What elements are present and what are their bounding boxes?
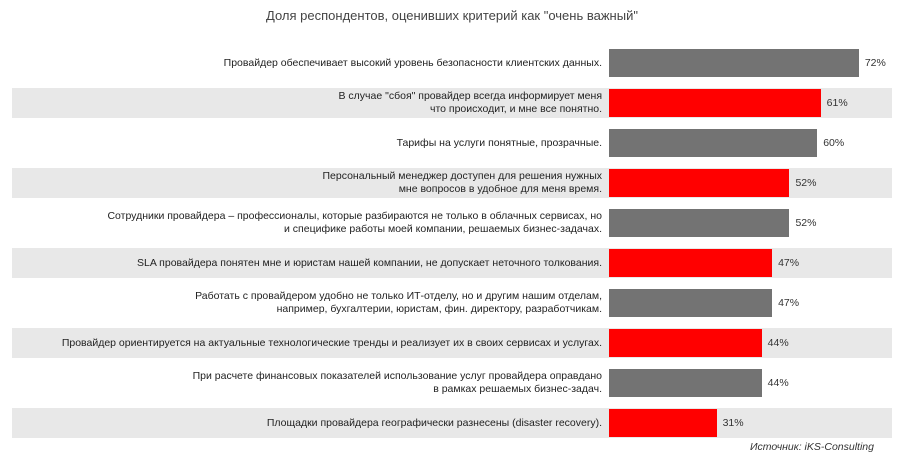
bar-label: Площадки провайдера географически разнес… <box>266 416 602 429</box>
bar <box>609 329 762 357</box>
bar-row: Работать с провайдером удобно не только … <box>12 288 892 318</box>
bar-value-label: 31% <box>722 417 744 429</box>
bar-label: При расчете финансовых показателей испол… <box>192 370 602 395</box>
bar <box>609 249 773 277</box>
bar-row: В случае "сбоя" провайдер всегда информи… <box>12 88 892 118</box>
bar-value-label: 44% <box>767 337 789 349</box>
bar <box>609 89 821 117</box>
bar <box>609 49 859 77</box>
bar-row: При расчете финансовых показателей испол… <box>12 368 892 398</box>
bar-label: SLA провайдера понятен мне и юристам наш… <box>137 256 602 269</box>
bar-row: Провайдер обеспечивает высокий уровень б… <box>12 48 892 78</box>
bar-value-label: 61% <box>826 97 848 109</box>
bar <box>609 409 717 437</box>
source-note: Источник: iKS-Consulting <box>749 441 874 453</box>
bar <box>609 369 762 397</box>
bar-label: Персональный менеджер доступен для решен… <box>322 170 603 195</box>
chart-title: Доля респондентов, оценивших критерий ка… <box>266 8 638 23</box>
bar <box>609 169 790 197</box>
bar-value-label: 44% <box>767 377 789 389</box>
bar-value-label: 47% <box>778 297 800 309</box>
bar-value-label: 52% <box>795 177 817 189</box>
bar-label: Сотрудники провайдера – профессионалы, к… <box>107 210 602 235</box>
bar-row: Персональный менеджер доступен для решен… <box>12 168 892 198</box>
bar-value-label: 72% <box>864 57 886 69</box>
bar-row: Провайдер ориентируется на актуальные те… <box>12 328 892 358</box>
bar-row: SLA провайдера понятен мне и юристам наш… <box>12 248 892 278</box>
bar-label: Работать с провайдером удобно не только … <box>195 290 602 315</box>
bar <box>609 129 818 157</box>
bar-value-label: 60% <box>823 137 845 149</box>
bar-label: Тарифы на услуги понятные, прозрачные. <box>396 136 602 149</box>
bar-label: Провайдер обеспечивает высокий уровень б… <box>223 56 602 69</box>
bar-value-label: 47% <box>778 257 800 269</box>
bar-row: Тарифы на услуги понятные, прозрачные. 60… <box>12 128 892 158</box>
bar <box>609 209 790 237</box>
bar-row: Сотрудники провайдера – профессионалы, к… <box>12 208 892 238</box>
bar-value-label: 52% <box>795 217 817 229</box>
bar-row: Площадки провайдера географически разнес… <box>12 408 892 438</box>
bar-label: Провайдер ориентируется на актуальные те… <box>61 336 602 349</box>
bar <box>609 289 773 317</box>
bar-label: В случае "сбоя" провайдер всегда информи… <box>338 90 603 115</box>
